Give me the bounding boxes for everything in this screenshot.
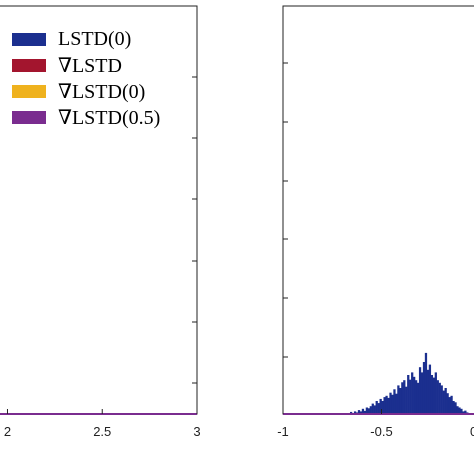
legend-item-grad-lstd05: ∇LSTD(0.5) <box>12 104 160 130</box>
histogram-bar <box>357 410 361 414</box>
histogram-bar <box>442 390 445 414</box>
legend-label: ∇LSTD <box>58 54 122 77</box>
histogram-bar <box>383 397 386 414</box>
histogram-bar <box>369 406 372 414</box>
histogram-bar <box>454 402 457 414</box>
histogram-bar <box>438 382 441 414</box>
histogram-bar <box>379 398 382 414</box>
histogram-bar <box>405 386 408 414</box>
histogram-bar <box>464 410 467 414</box>
histogram-bar <box>446 393 449 414</box>
histogram-bar <box>403 380 406 414</box>
right-xtick-label-partial: 0 <box>470 424 474 439</box>
histogram-bar <box>411 372 414 414</box>
histogram-bar <box>393 389 396 414</box>
histogram-bar <box>420 372 424 414</box>
histogram-bar <box>444 388 447 414</box>
histogram-bar <box>418 367 422 414</box>
histogram-bar <box>373 405 376 414</box>
legend-item-grad-lstd0: ∇LSTD(0) <box>12 78 160 104</box>
histogram-bar <box>416 382 420 414</box>
left-panel: 2 2.5 3 <box>0 5 201 439</box>
legend-swatch <box>12 32 46 46</box>
histogram-bar <box>349 411 353 414</box>
legend-item-grad-lstd: ∇LSTD <box>12 52 160 78</box>
legend-swatch <box>12 58 46 72</box>
right-xtick-label: -1 <box>277 424 289 439</box>
histogram-bar <box>440 385 443 414</box>
histogram-bar <box>363 410 367 414</box>
histogram-bar <box>458 407 461 414</box>
histogram-bar <box>389 392 392 414</box>
histogram-bar <box>401 382 404 414</box>
legend-swatch <box>12 84 46 98</box>
histogram-bar <box>430 375 434 414</box>
histogram-bar <box>375 401 378 414</box>
histogram-bar <box>397 385 400 414</box>
right-xtick-label: -0.5 <box>370 424 392 439</box>
histogram-bar <box>456 406 459 414</box>
histogram-bar <box>371 403 374 414</box>
histogram-bar <box>365 407 369 414</box>
histogram-bar <box>395 393 398 414</box>
legend-swatch <box>12 110 46 124</box>
histogram-bar <box>422 362 426 414</box>
histogram-bar <box>361 408 365 414</box>
histogram-bar <box>407 375 410 414</box>
legend: LSTD(0) ∇LSTD ∇LSTD(0) ∇LSTD(0.5) <box>12 26 160 130</box>
histogram-bar <box>377 403 380 414</box>
histogram-bar <box>434 372 437 414</box>
right-panel: -1 -0.5 0 <box>277 5 474 439</box>
histogram-bar <box>450 395 453 414</box>
histogram-bar <box>359 411 363 414</box>
left-xtick-label: 3 <box>193 424 200 439</box>
histogram-bar <box>452 401 455 414</box>
histogram-bar <box>409 379 412 414</box>
histogram-bar <box>436 380 439 414</box>
legend-label: ∇LSTD(0.5) <box>58 106 161 129</box>
histogram-bar <box>413 376 416 414</box>
histogram-bar <box>391 394 394 414</box>
histogram-bar <box>399 388 402 414</box>
histogram-bar <box>381 401 384 414</box>
right-plot-frame <box>282 5 474 415</box>
histogram-bar <box>424 352 428 414</box>
histogram-bar <box>432 377 435 414</box>
legend-label: ∇LSTD(0) <box>58 80 146 103</box>
left-xtick-label: 2 <box>4 424 11 439</box>
histogram-bar <box>462 411 465 414</box>
histogram-bar <box>448 397 451 414</box>
histogram-bar <box>367 408 370 414</box>
legend-item-lstd0: LSTD(0) <box>12 26 160 52</box>
left-xtick-label: 2.5 <box>93 424 111 439</box>
histogram-bar <box>385 395 388 414</box>
histogram-bar <box>353 411 357 414</box>
histogram-bar <box>387 397 390 414</box>
histogram-bar <box>460 408 463 414</box>
histogram-bar <box>428 364 432 414</box>
histogram-bar <box>414 380 418 414</box>
legend-label: LSTD(0) <box>58 27 132 50</box>
histogram-bar <box>426 369 430 414</box>
